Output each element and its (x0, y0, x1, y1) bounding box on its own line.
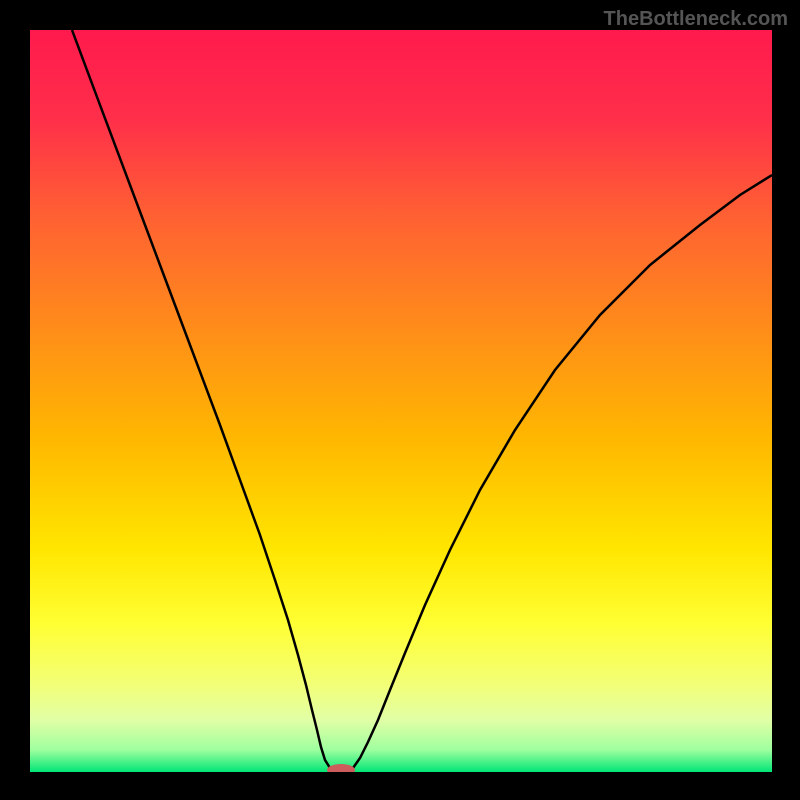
plot-area (30, 30, 772, 772)
minimum-marker (327, 764, 355, 772)
watermark-text: TheBottleneck.com (604, 8, 788, 31)
bottleneck-curve (72, 30, 772, 772)
curve-svg (30, 30, 772, 772)
